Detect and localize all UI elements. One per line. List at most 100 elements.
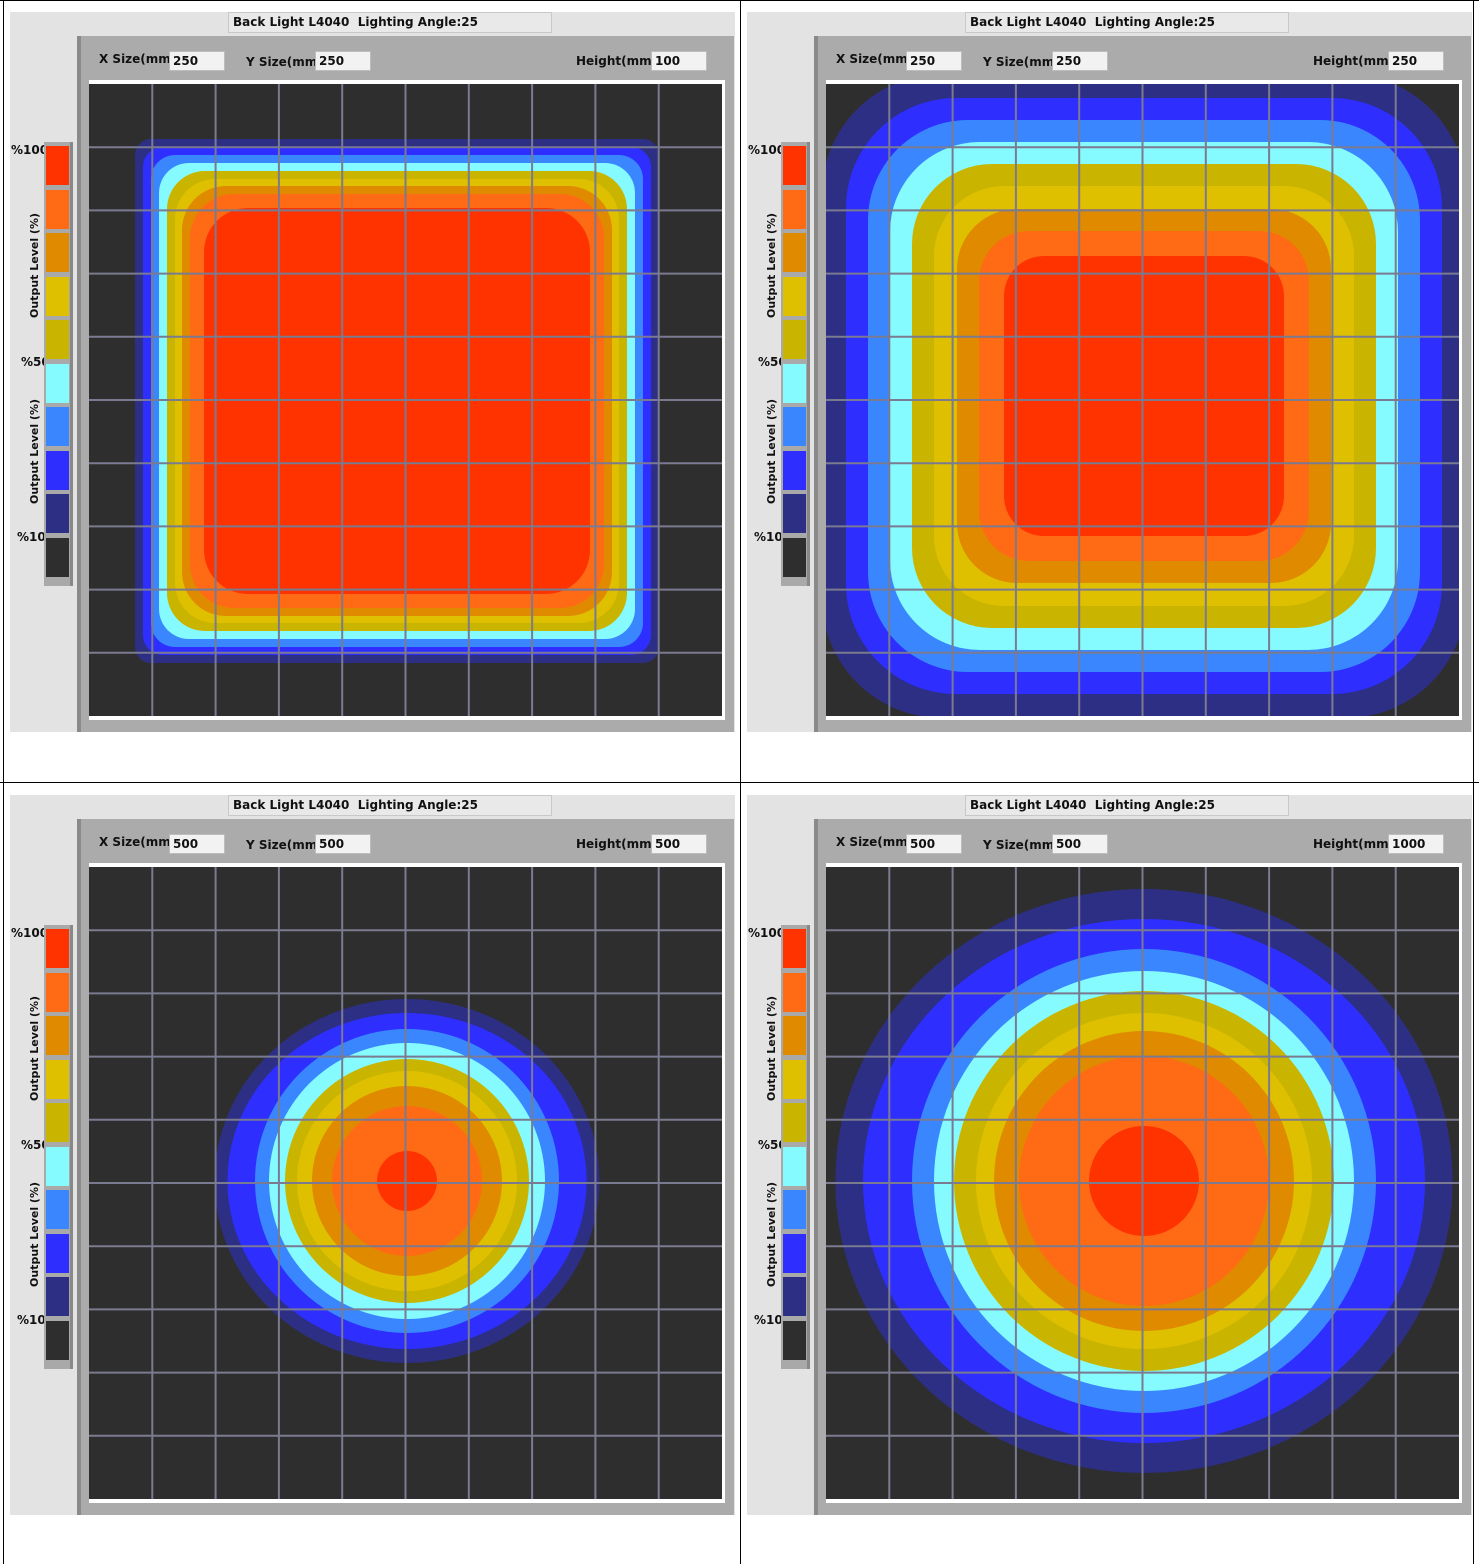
x-size-label: X Size(mm) (99, 835, 177, 849)
legend-swatch-level-10 (783, 537, 806, 577)
panel-title: Back Light L4040 Lighting Angle:25 (228, 795, 552, 816)
legend-pct-100: %100 (748, 143, 786, 157)
legend-swatch-level-100 (783, 929, 806, 968)
legend-pct-50: %50 (758, 355, 787, 369)
legend-swatch-level-60 (783, 320, 806, 359)
legend-swatch-level-30 (46, 450, 69, 490)
legend-axis-label-upper: Output Level (%) (28, 212, 41, 318)
x-size-label: X Size(mm) (836, 52, 914, 66)
legend-swatch-level-90 (46, 189, 69, 229)
legend-swatch-level-80 (783, 1016, 806, 1055)
legend-swatch-level-100 (783, 146, 806, 185)
legend-axis-label-lower: Output Level (%) (28, 398, 41, 504)
legend-swatch-level-10 (46, 537, 69, 577)
heatmap-svg (89, 84, 722, 716)
table-border-middle (0, 782, 1479, 783)
legend-swatch-level-40 (783, 407, 806, 446)
y-size-field[interactable]: 500 (315, 834, 371, 854)
y-size-field[interactable]: 500 (1052, 834, 1108, 854)
heatmap-panel: Back Light L4040 Lighting Angle:25 X Siz… (10, 4, 735, 739)
legend-swatch-level-90 (783, 972, 806, 1012)
x-size-field[interactable]: 500 (169, 834, 225, 854)
legend-swatch-level-10 (46, 1320, 69, 1360)
legend-pct-100: %100 (11, 926, 49, 940)
x-size-field[interactable]: 250 (169, 51, 225, 71)
legend-axis-label-lower: Output Level (%) (28, 1181, 41, 1287)
heatmap-panel: Back Light L4040 Lighting Angle:25 X Siz… (10, 787, 735, 1522)
legend-pct-10: %10 (754, 530, 783, 544)
legend-swatch-level-80 (783, 233, 806, 272)
legend-axis-label-lower: Output Level (%) (765, 1181, 778, 1287)
panel-title: Back Light L4040 Lighting Angle:25 (228, 12, 552, 33)
legend-swatch-level-100 (46, 929, 69, 968)
legend-axis-label-upper: Output Level (%) (765, 995, 778, 1101)
height-field[interactable]: 100 (651, 51, 707, 71)
color-legend (781, 925, 810, 1369)
color-legend (781, 142, 810, 586)
legend-swatch-level-30 (783, 1233, 806, 1273)
x-size-field[interactable]: 250 (906, 51, 962, 71)
heatmap-svg (826, 84, 1459, 716)
legend-swatch-level-70 (46, 276, 69, 316)
intensity-plot (89, 863, 725, 1503)
intensity-band-level-100 (1089, 1126, 1199, 1236)
table-border-top (0, 0, 1479, 1)
legend-swatch-level-90 (783, 189, 806, 229)
y-size-label: Y Size(mm) (983, 55, 1060, 69)
legend-swatch-level-20 (783, 1277, 806, 1316)
legend-swatch-level-70 (783, 1059, 806, 1099)
y-size-field[interactable]: 250 (1052, 51, 1108, 71)
legend-swatch-level-40 (46, 407, 69, 446)
legend-pct-50: %50 (21, 355, 50, 369)
intensity-band-level-100 (377, 1151, 437, 1211)
legend-pct-50: %50 (758, 1138, 787, 1152)
y-size-label: Y Size(mm) (246, 55, 323, 69)
height-field[interactable]: 500 (651, 834, 707, 854)
legend-pct-10: %10 (17, 1313, 46, 1327)
legend-pct-100: %100 (11, 143, 49, 157)
table-border-center (740, 0, 741, 1564)
panel-title: Back Light L4040 Lighting Angle:25 (965, 795, 1289, 816)
legend-swatch-level-50 (46, 363, 69, 403)
legend-axis-label-upper: Output Level (%) (28, 995, 41, 1101)
legend-swatch-level-60 (783, 1103, 806, 1142)
legend-axis-label-upper: Output Level (%) (765, 212, 778, 318)
legend-swatch-level-40 (783, 1190, 806, 1229)
legend-swatch-level-50 (783, 1146, 806, 1186)
legend-swatch-level-70 (783, 276, 806, 316)
legend-swatch-level-20 (783, 494, 806, 533)
intensity-plot (826, 80, 1462, 720)
legend-axis-label-lower: Output Level (%) (765, 398, 778, 504)
x-size-label: X Size(mm) (836, 835, 914, 849)
legend-swatch-level-80 (46, 233, 69, 272)
height-field[interactable]: 1000 (1388, 834, 1444, 854)
heatmap-svg (89, 867, 722, 1499)
legend-swatch-level-60 (46, 1103, 69, 1142)
legend-swatch-level-80 (46, 1016, 69, 1055)
legend-swatch-level-10 (783, 1320, 806, 1360)
intensity-band-level-100 (1004, 256, 1284, 536)
table-border-right (1473, 0, 1474, 1564)
legend-swatch-level-30 (46, 1233, 69, 1273)
color-legend (44, 925, 73, 1369)
color-legend (44, 142, 73, 586)
x-size-field[interactable]: 500 (906, 834, 962, 854)
height-label: Height(mm) (1313, 54, 1395, 68)
y-size-field[interactable]: 250 (315, 51, 371, 71)
height-label: Height(mm) (1313, 837, 1395, 851)
legend-pct-100: %100 (748, 926, 786, 940)
legend-swatch-level-20 (46, 1277, 69, 1316)
y-size-label: Y Size(mm) (246, 838, 323, 852)
legend-swatch-level-50 (46, 1146, 69, 1186)
legend-swatch-level-30 (783, 450, 806, 490)
legend-swatch-level-90 (46, 972, 69, 1012)
heatmap-panel: Back Light L4040 Lighting Angle:25 X Siz… (747, 4, 1472, 739)
intensity-plot (826, 863, 1462, 1503)
legend-swatch-level-50 (783, 363, 806, 403)
legend-swatch-level-70 (46, 1059, 69, 1099)
height-field[interactable]: 250 (1388, 51, 1444, 71)
legend-swatch-level-100 (46, 146, 69, 185)
panel-title: Back Light L4040 Lighting Angle:25 (965, 12, 1289, 33)
legend-pct-10: %10 (17, 530, 46, 544)
legend-swatch-level-20 (46, 494, 69, 533)
